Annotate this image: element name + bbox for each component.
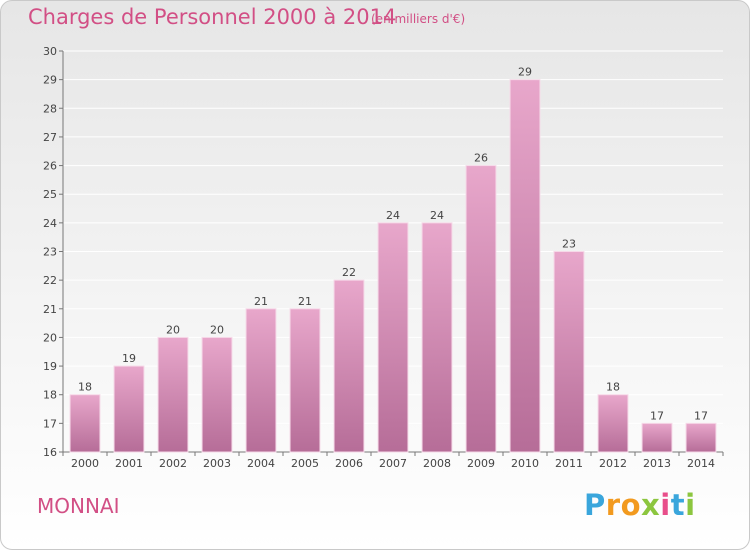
- bar: [553, 251, 585, 453]
- logo-letter: r: [605, 488, 621, 522]
- bar: [597, 394, 629, 453]
- data-label: 20: [210, 323, 224, 336]
- bar: [509, 79, 541, 453]
- x-tick-label: 2004: [247, 457, 275, 470]
- y-tick-label: 18: [43, 389, 57, 402]
- y-tick-label: 16: [43, 446, 57, 459]
- x-tick-label: 2014: [687, 457, 715, 470]
- bar: [377, 222, 409, 453]
- data-label: 18: [78, 381, 92, 394]
- x-tick-label: 2009: [467, 457, 495, 470]
- logo-letter: P: [584, 488, 606, 522]
- x-tick-label: 2000: [71, 457, 99, 470]
- data-label: 21: [298, 295, 312, 308]
- data-label: 24: [386, 209, 400, 222]
- y-tick-label: 26: [43, 160, 57, 173]
- x-tick-label: 2008: [423, 457, 451, 470]
- y-tick-label: 21: [43, 303, 57, 316]
- data-label: 29: [518, 66, 532, 79]
- y-tick-label: 24: [43, 217, 57, 230]
- town-name: MONNAI: [37, 494, 120, 518]
- data-label: 24: [430, 209, 444, 222]
- bar: [333, 279, 365, 453]
- bar: [157, 336, 189, 453]
- bar: [685, 422, 717, 453]
- x-tick-label: 2001: [115, 457, 143, 470]
- y-tick-label: 22: [43, 274, 57, 287]
- data-label: 21: [254, 295, 268, 308]
- y-tick-label: 19: [43, 360, 57, 373]
- data-label: 22: [342, 266, 356, 279]
- y-tick-label: 30: [43, 45, 57, 58]
- y-tick-label: 17: [43, 417, 57, 430]
- data-label: 17: [650, 409, 664, 422]
- y-tick-label: 27: [43, 131, 57, 144]
- x-tick-label: 2010: [511, 457, 539, 470]
- bar: [201, 336, 233, 453]
- y-tick-label: 23: [43, 246, 57, 259]
- x-tick-label: 2013: [643, 457, 671, 470]
- y-tick-label: 20: [43, 331, 57, 344]
- y-tick-label: 28: [43, 102, 57, 115]
- x-tick-label: 2007: [379, 457, 407, 470]
- logo-letter: t: [670, 488, 686, 522]
- y-tick-label: 29: [43, 74, 57, 87]
- data-label: 20: [166, 323, 180, 336]
- bar: [113, 365, 145, 453]
- logo-letter: i: [685, 488, 696, 522]
- data-label: 23: [562, 238, 576, 251]
- chart-title: Charges de Personnel 2000 à 2014: [28, 5, 397, 29]
- bar: [641, 422, 673, 453]
- data-label: 19: [122, 352, 136, 365]
- bar: [69, 394, 101, 453]
- data-label: 17: [694, 409, 708, 422]
- x-tick-label: 2002: [159, 457, 187, 470]
- bar: [465, 165, 497, 453]
- logo-letter: o: [620, 488, 642, 522]
- logo-letter: i: [660, 488, 671, 522]
- y-tick-label: 25: [43, 188, 57, 201]
- data-label: 26: [474, 152, 488, 165]
- chart-subtitle: (en milliers d'€): [371, 12, 466, 26]
- data-label: 18: [606, 381, 620, 394]
- bar: [289, 308, 321, 453]
- x-tick-label: 2003: [203, 457, 231, 470]
- bar: [245, 308, 277, 453]
- x-tick-label: 2005: [291, 457, 319, 470]
- proxiti-logo[interactable]: Proxiti: [584, 488, 696, 522]
- x-tick-label: 2012: [599, 457, 627, 470]
- x-tick-label: 2011: [555, 457, 583, 470]
- logo-letter: x: [641, 488, 661, 522]
- bar: [421, 222, 453, 453]
- x-tick-label: 2006: [335, 457, 363, 470]
